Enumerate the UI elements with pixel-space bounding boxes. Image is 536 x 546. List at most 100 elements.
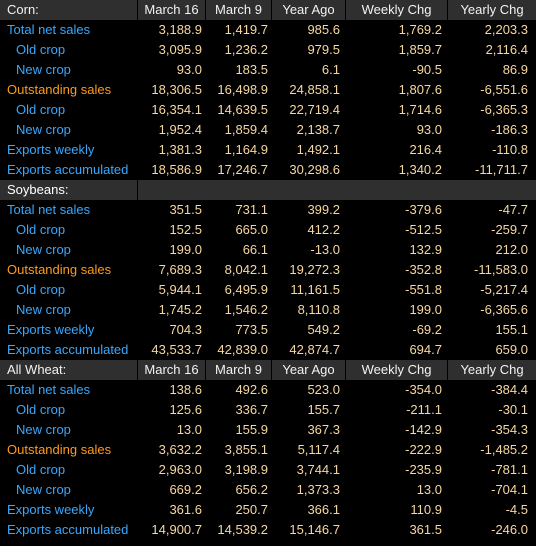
section-title: Corn: bbox=[0, 0, 138, 20]
cell-value: -512.5 bbox=[405, 222, 442, 237]
cell-value: -352.8 bbox=[405, 262, 442, 277]
cell-value: 3,632.2 bbox=[158, 442, 202, 457]
table-row: Old crop 152.5 665.0 412.2 -512.5 -259.7 bbox=[0, 220, 536, 240]
row-label: Old crop bbox=[16, 462, 66, 477]
row-label: Outstanding sales bbox=[7, 82, 112, 97]
cell-value: 93.0 bbox=[176, 62, 202, 77]
row-label: Exports weekly bbox=[7, 502, 95, 517]
cell-value: 24,858.1 bbox=[289, 82, 340, 97]
cell-value: 8,110.8 bbox=[297, 302, 340, 317]
cell-value: 155.1 bbox=[495, 322, 528, 337]
cell-value: 523.0 bbox=[307, 382, 340, 397]
cell-value: 1,236.2 bbox=[224, 42, 268, 57]
table-row: Exports weekly 361.6 250.7 366.1 110.9 -4.5 bbox=[0, 500, 536, 520]
cell-value: -781.1 bbox=[491, 462, 528, 477]
column-header: Yearly Chg bbox=[460, 2, 524, 17]
cell-value: -6,365.6 bbox=[480, 302, 528, 317]
cell-value: 3,198.9 bbox=[224, 462, 268, 477]
cell-value: 659.0 bbox=[495, 342, 528, 357]
table-row: Total net sales 3,188.9 1,419.7 985.6 1,769.… bbox=[0, 20, 536, 40]
row-label: New crop bbox=[16, 422, 71, 437]
cell-value: 1,859.7 bbox=[398, 42, 442, 57]
table-row: Old crop 2,963.0 3,198.9 3,744.1 -235.9 -781.… bbox=[0, 460, 536, 480]
cell-value: 2,203.3 bbox=[484, 22, 528, 37]
column-header: Weekly Chg bbox=[346, 0, 448, 20]
cell-value: 2,116.4 bbox=[485, 42, 528, 57]
column-header: March 16 bbox=[138, 360, 206, 380]
table-row: Exports accumulated 14,900.7 14,539.2 15,14… bbox=[0, 520, 536, 540]
row-label: Total net sales bbox=[7, 382, 91, 397]
cell-value: 125.6 bbox=[169, 402, 202, 417]
cell-value: 5,117.4 bbox=[297, 442, 340, 457]
cell-value: 30,298.6 bbox=[289, 162, 340, 177]
cell-value: 18,586.9 bbox=[151, 162, 202, 177]
cell-value: 1,859.4 bbox=[224, 122, 268, 137]
row-label: Exports accumulated bbox=[7, 522, 129, 537]
cell-value: 412.2 bbox=[307, 222, 340, 237]
cell-value: 110.9 bbox=[410, 502, 442, 517]
table-row: New crop 93.0 183.5 6.1 -90.5 86.9 bbox=[0, 60, 536, 80]
cell-value: 361.6 bbox=[169, 502, 202, 517]
cell-value: 1,745.2 bbox=[158, 302, 202, 317]
cell-value: 731.1 bbox=[235, 202, 268, 217]
cell-value: 17,246.7 bbox=[217, 162, 268, 177]
cell-value: 1,419.7 bbox=[224, 22, 268, 37]
cell-value: -142.9 bbox=[405, 422, 442, 437]
cell-value: -186.3 bbox=[491, 122, 528, 137]
cell-value: 5,944.1 bbox=[158, 282, 202, 297]
cell-value: -11,711.7 bbox=[474, 162, 528, 177]
cell-value: -30.1 bbox=[498, 402, 528, 417]
cell-value: 14,900.7 bbox=[151, 522, 202, 537]
row-label: Outstanding sales bbox=[7, 442, 112, 457]
cell-value: 3,855.1 bbox=[224, 442, 268, 457]
row-label: New crop bbox=[16, 302, 71, 317]
cell-value: 6,495.9 bbox=[224, 282, 268, 297]
row-label: New crop bbox=[16, 482, 71, 497]
cell-value: 1,164.9 bbox=[224, 142, 268, 157]
row-label: Exports weekly bbox=[7, 322, 95, 337]
row-label: New crop bbox=[16, 62, 71, 77]
cell-value: -246.0 bbox=[491, 522, 528, 537]
cell-value: 155.9 bbox=[235, 422, 268, 437]
table-row: Outstanding sales 18,306.5 16,498.9 24,858.… bbox=[0, 80, 536, 100]
cell-value: 1,381.3 bbox=[158, 142, 202, 157]
row-label: Total net sales bbox=[7, 22, 91, 37]
cell-value: 42,874.7 bbox=[289, 342, 340, 357]
table-row: New crop 1,952.4 1,859.4 2,138.7 93.0 -186.3 bbox=[0, 120, 536, 140]
section-header-row: Corn: March 16 March 9 Year Ago Weekly Chg Ye… bbox=[0, 0, 536, 20]
row-label: Old crop bbox=[16, 42, 66, 57]
section-title: Soybeans: bbox=[0, 180, 138, 200]
cell-value: 1,373.3 bbox=[296, 482, 340, 497]
cell-value: 11,161.5 bbox=[290, 282, 340, 297]
table-row: New crop 669.2 656.2 1,373.3 13.0 -704.1 bbox=[0, 480, 536, 500]
cell-value: 367.3 bbox=[307, 422, 340, 437]
cell-value: 1,546.2 bbox=[224, 302, 268, 317]
cell-value: 22,719.4 bbox=[289, 102, 340, 117]
row-label: Total net sales bbox=[7, 202, 91, 217]
cell-value: 492.6 bbox=[235, 382, 268, 397]
table-row: New crop 13.0 155.9 367.3 -142.9 -354.3 bbox=[0, 420, 536, 440]
row-label: New crop bbox=[16, 122, 71, 137]
row-label: Old crop bbox=[16, 282, 66, 297]
table-row: New crop 199.0 66.1 -13.0 132.9 212.0 bbox=[0, 240, 536, 260]
cell-value: 42,839.0 bbox=[217, 342, 268, 357]
cell-value: 773.5 bbox=[235, 322, 268, 337]
cell-value: -6,551.6 bbox=[480, 82, 528, 97]
cell-value: 351.5 bbox=[169, 202, 202, 217]
cell-value: -354.3 bbox=[491, 422, 528, 437]
column-header: Year Ago bbox=[272, 0, 346, 20]
section-header-row: Soybeans: bbox=[0, 180, 536, 200]
section-header-row: All Wheat: March 16 March 9 Year Ago Weekly … bbox=[0, 360, 536, 380]
cell-value: 19,272.3 bbox=[289, 262, 340, 277]
cell-value: 18,306.5 bbox=[151, 82, 202, 97]
table-row: Exports accumulated 18,586.9 17,246.7 30,29… bbox=[0, 160, 536, 180]
row-label: Exports accumulated bbox=[7, 162, 129, 177]
cell-value: 665.0 bbox=[235, 222, 268, 237]
row-label: Exports accumulated bbox=[7, 342, 129, 357]
table-row: Old crop 125.6 336.7 155.7 -211.1 -30.1 bbox=[0, 400, 536, 420]
cell-value: 16,354.1 bbox=[151, 102, 202, 117]
cell-value: 1,492.1 bbox=[296, 142, 340, 157]
cell-value: 216.4 bbox=[409, 142, 442, 157]
table-row: New crop 1,745.2 1,546.2 8,110.8 199.0 -6,365… bbox=[0, 300, 536, 320]
